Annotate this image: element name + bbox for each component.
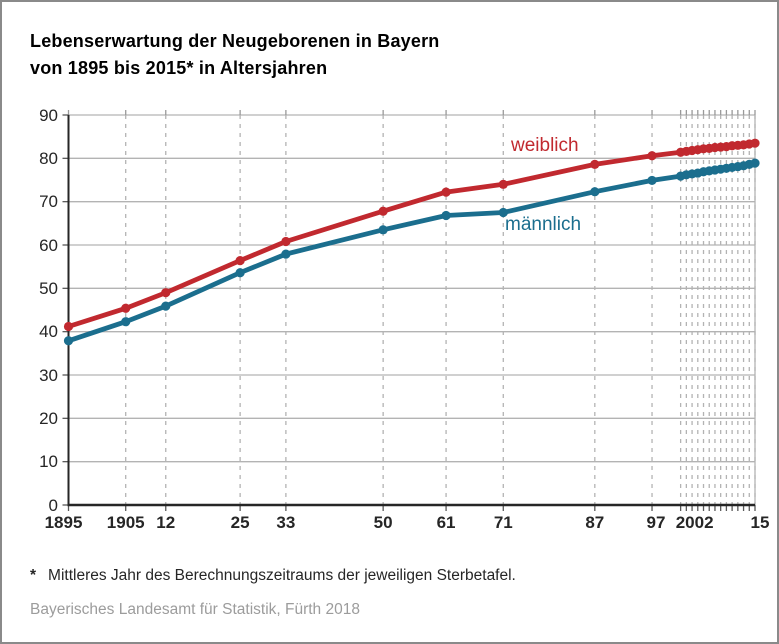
x-tick-label: 71 xyxy=(493,513,513,532)
y-tick-label: 50 xyxy=(39,278,58,298)
y-tick-label: 30 xyxy=(39,365,58,385)
footnote: * Mittleres Jahr des Berechnungszeitraums… xyxy=(30,567,516,585)
data-point-weiblich xyxy=(441,187,451,197)
chart-title-line2: von 1895 bis 2015* in Altersjahren xyxy=(30,58,328,78)
data-point-weiblich xyxy=(498,179,508,189)
y-tick-label: 70 xyxy=(39,192,58,212)
x-tick-label: 97 xyxy=(646,513,666,532)
data-point-weiblich xyxy=(590,159,600,169)
x-tick-label: 2002 xyxy=(675,513,714,532)
data-point-weiblich xyxy=(63,321,74,332)
data-point-männlich xyxy=(121,317,131,327)
data-point-weiblich xyxy=(121,303,131,313)
data-point-männlich xyxy=(647,175,657,186)
y-tick-label: 60 xyxy=(39,235,58,255)
x-tick-label: 12 xyxy=(156,513,176,532)
series-label-maennlich: männlich xyxy=(505,214,582,235)
data-point-männlich xyxy=(281,249,291,259)
y-tick-label: 10 xyxy=(39,452,58,472)
data-point-weiblich xyxy=(647,151,657,161)
x-tick-label: 25 xyxy=(230,513,250,532)
data-point-männlich xyxy=(235,268,245,278)
data-point-männlich xyxy=(441,210,451,221)
data-point-männlich xyxy=(590,187,600,197)
y-tick-label: 0 xyxy=(48,495,58,515)
x-tick-label: 33 xyxy=(276,513,296,532)
x-tick-label: 1895 xyxy=(44,513,83,532)
series-label-weiblich: weiblich xyxy=(511,135,579,156)
data-point-männlich xyxy=(63,336,74,346)
footnote-asterisk: * xyxy=(30,567,37,584)
data-point-männlich xyxy=(750,158,760,168)
chart-title: Lebenserwartung der Neugeborenen in Baye… xyxy=(30,28,440,82)
x-tick-label: 1905 xyxy=(106,513,145,532)
x-tick-label: 87 xyxy=(585,513,605,532)
y-tick-label: 20 xyxy=(39,408,58,428)
chart-title-line1: Lebenserwartung der Neugeborenen in Baye… xyxy=(30,31,440,51)
x-tick-label: 50 xyxy=(373,513,393,532)
x-tick-label: 15 xyxy=(750,513,770,532)
y-tick-label: 80 xyxy=(39,148,58,168)
x-tick-label: 61 xyxy=(436,513,456,532)
data-point-weiblich xyxy=(161,288,171,298)
data-point-weiblich xyxy=(235,256,245,266)
data-point-weiblich xyxy=(281,236,291,247)
source-attribution: Bayerisches Landesamt für Statistik, Für… xyxy=(30,601,360,618)
y-tick-label: 40 xyxy=(39,322,58,342)
data-point-männlich xyxy=(498,207,508,218)
data-point-weiblich xyxy=(750,138,760,148)
data-point-weiblich xyxy=(378,206,388,216)
footnote-text: Mittleres Jahr des Berechnungszeitraums … xyxy=(48,567,516,584)
y-tick-label: 90 xyxy=(39,105,58,125)
data-point-männlich xyxy=(161,301,171,311)
data-point-männlich xyxy=(378,225,388,235)
